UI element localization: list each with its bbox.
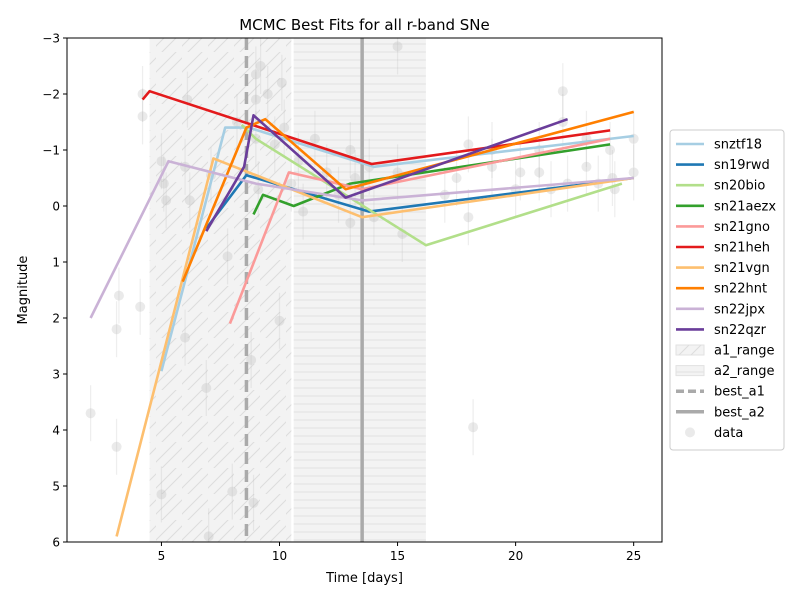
data-point — [246, 355, 257, 365]
y-axis-label: Magnitude — [16, 256, 31, 325]
x-tick-label: 15 — [390, 549, 405, 563]
data-point — [137, 111, 148, 122]
legend-label: snztf18 — [714, 138, 762, 153]
data-point — [468, 422, 479, 433]
y-tick-label: 1 — [52, 256, 60, 270]
legend-label: sn22qzr — [714, 323, 767, 338]
data-point — [262, 89, 273, 99]
data-point — [111, 441, 122, 452]
data-point — [286, 178, 297, 189]
legend-label: sn21aezx — [714, 199, 776, 214]
data-point — [85, 408, 96, 419]
legend-hatch-a1-range — [676, 345, 704, 355]
y-tick-label: 5 — [52, 480, 60, 494]
legend-label: a2_range — [714, 364, 775, 379]
data-point — [111, 324, 122, 335]
y-tick-label: 6 — [52, 536, 60, 550]
data-point — [350, 173, 361, 183]
data-point — [605, 145, 616, 155]
legend-label: sn21vgn — [714, 261, 770, 276]
x-tick-label: 5 — [158, 549, 166, 563]
legend-label: best_a1 — [714, 385, 765, 400]
data-point — [392, 41, 403, 52]
data-point — [581, 161, 592, 172]
data-point — [274, 315, 285, 326]
data-point — [255, 61, 266, 71]
legend-label: sn22jpx — [714, 302, 765, 317]
data-point — [113, 290, 124, 301]
data-point — [309, 133, 320, 144]
data-point — [628, 167, 639, 178]
data-point — [298, 206, 309, 217]
series-line-sn21aezx — [252, 143, 611, 215]
data-point — [253, 184, 264, 195]
data-point — [345, 217, 356, 228]
data-point — [180, 332, 191, 343]
data-point — [135, 301, 146, 312]
data-point — [269, 139, 280, 150]
plot-frame — [66, 37, 663, 543]
legend: snztf18 sn19rwd sn20bio sn21aezx sn21gno sn21… — [669, 129, 785, 451]
legend-label: sn20bio — [714, 179, 765, 194]
data-point — [201, 383, 212, 393]
data-point — [203, 531, 214, 542]
x-tick-label: 25 — [626, 549, 641, 563]
data-point — [276, 77, 287, 88]
legend-label: sn21heh — [714, 241, 770, 256]
legend-label: sn19rwd — [714, 158, 770, 173]
data-point — [250, 94, 261, 105]
data-point — [463, 139, 474, 150]
data-point — [184, 195, 195, 206]
y-tick-label: −2 — [42, 88, 60, 102]
y-tick-label: 3 — [52, 368, 60, 382]
legend-label: sn22hnt — [714, 282, 767, 297]
y-tick-label: 4 — [52, 424, 60, 438]
chart-title: MCMC Best Fits for all r-band SNe — [239, 16, 490, 34]
data-point — [451, 173, 462, 183]
data-point — [227, 486, 238, 497]
x-tick-label: 20 — [508, 549, 523, 563]
region-hatch-a2-range — [293, 38, 426, 542]
series-line-sn22qzr — [205, 114, 569, 232]
data-point — [248, 497, 259, 508]
data-point — [515, 167, 526, 178]
legend-label: best_a2 — [714, 405, 765, 420]
legend-label: data — [714, 426, 743, 441]
data-point — [161, 195, 172, 206]
data-point — [279, 122, 290, 133]
legend-swatch-data — [685, 427, 695, 438]
series-line-sn19rwd — [205, 173, 634, 230]
y-tick-label: 2 — [52, 312, 60, 326]
series-line-sn22jpx — [89, 159, 634, 319]
data-point — [156, 156, 167, 167]
x-tick-label: 10 — [272, 549, 287, 563]
data-point — [463, 212, 474, 223]
legend-label: sn21gno — [714, 220, 770, 235]
y-tick-label: −1 — [42, 144, 60, 158]
y-tick-label: −3 — [42, 32, 60, 46]
data-point — [250, 69, 261, 80]
data-point — [222, 251, 233, 262]
data-point — [158, 178, 169, 189]
legend-label: a1_range — [714, 344, 775, 359]
legend-hatch-a2-range — [676, 365, 704, 376]
data-point — [534, 167, 545, 178]
y-tick-label: 0 — [52, 200, 60, 214]
data-point — [557, 86, 568, 97]
data-point — [345, 145, 356, 155]
x-axis-label: Time [days] — [325, 571, 403, 586]
data-point — [156, 489, 167, 500]
